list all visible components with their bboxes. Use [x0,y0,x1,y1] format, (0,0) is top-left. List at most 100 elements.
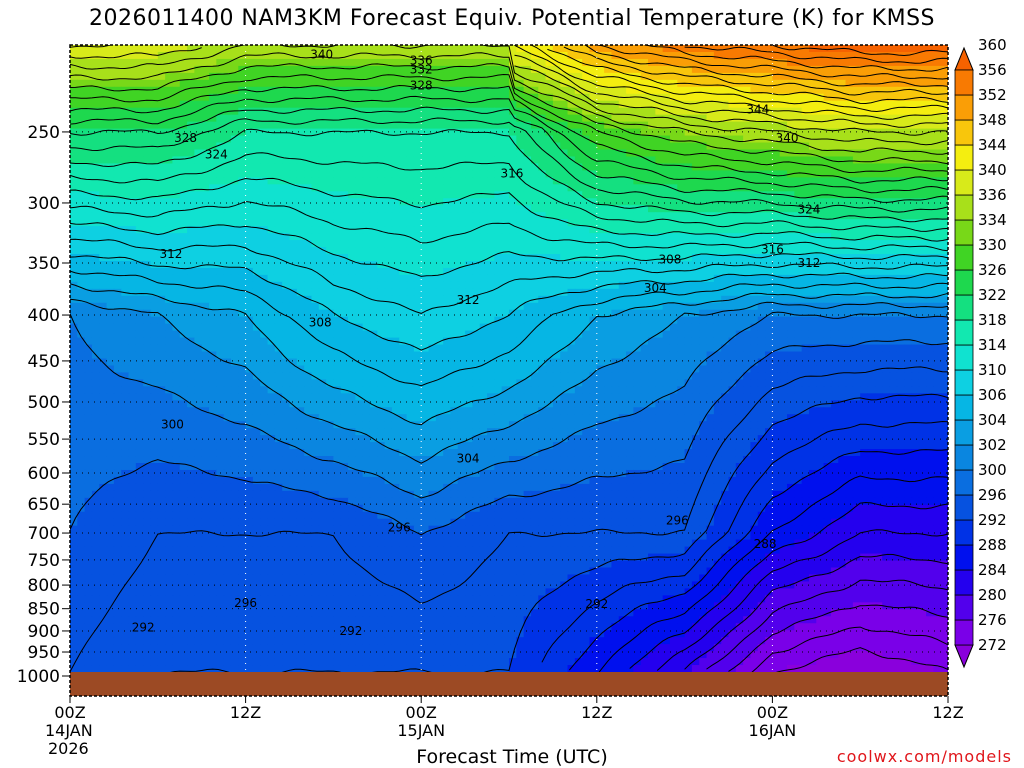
field-cell [889,86,898,95]
field-cell [618,288,627,297]
field-cell [721,79,730,88]
field-cell [399,309,408,318]
field-cell [882,107,891,116]
field-cell [187,295,195,304]
field-cell [896,142,905,151]
field-cell [479,309,488,318]
field-cell [77,72,86,81]
field-cell [779,51,788,60]
field-cell [706,121,715,130]
field-cell [684,100,693,109]
field-cell [450,93,459,102]
field-cell [845,226,854,234]
field-cell [808,288,817,297]
field-cell [399,100,408,109]
field-cell [377,219,386,227]
field-cell [479,107,488,116]
field-cell [435,100,444,109]
field-cell [472,51,481,60]
field-cell [669,128,678,137]
field-cell [669,316,678,325]
field-cell [545,45,554,53]
field-cell [216,323,225,332]
field-cell [604,45,613,53]
field-cell [823,100,832,109]
field-cell [355,198,364,206]
field-cell [765,100,773,109]
field-cell [911,107,920,116]
field-cell [494,212,503,220]
field-cell [362,254,371,262]
field-cell [794,135,803,144]
field-cell [530,226,539,234]
field-cell [179,114,188,123]
field-cell [99,100,108,109]
field-cell [596,114,605,123]
field-cell [267,51,276,60]
field-cell [84,323,93,332]
field-cell [135,281,144,290]
field-cell [472,219,481,227]
field-cell [457,309,466,318]
field-cell [465,142,474,151]
field-cell [362,219,371,227]
field-cell [582,295,591,304]
field-cell [143,100,152,109]
field-cell [443,205,452,213]
field-cell [135,226,144,234]
field-cell [304,191,313,199]
field-cell [808,149,817,158]
field-cell [926,107,934,116]
field-cell [435,205,444,213]
field-cell [787,254,795,262]
field-cell [179,58,188,67]
field-cell [150,260,159,269]
field-cell [304,205,313,213]
field-cell [318,205,327,213]
field-cell [728,149,737,158]
field-cell [150,226,159,234]
field-cell [187,316,195,325]
field-cell [260,309,269,318]
field-cell [245,330,254,339]
field-cell [940,114,948,123]
field-cell [604,142,613,151]
field-cell [245,128,254,137]
field-cell [662,128,671,137]
field-cell [362,114,371,123]
field-cell [70,79,78,88]
field-cell [552,247,561,255]
field-cell [560,205,569,213]
field-cell [201,93,210,102]
field-cell [91,309,100,318]
field-cell [882,149,891,158]
field-cell [274,121,283,130]
field-cell [699,247,708,255]
field-cell [926,93,934,102]
field-cell [128,93,137,102]
field-cell [867,142,876,151]
field-cell [143,93,152,102]
field-cell [743,281,752,290]
field-cell [282,51,291,60]
field-cell [399,65,408,74]
field-cell [611,281,620,290]
field-cell [457,142,466,151]
field-cell [677,93,686,102]
field-cell [604,149,613,158]
field-cell [355,316,364,325]
field-cell [845,240,854,248]
field-cell [443,128,452,137]
field-cell [209,309,217,318]
field-cell [99,142,108,151]
field-cell [765,191,773,199]
field-cell [304,86,313,95]
field-cell [501,288,510,297]
field-cell [904,128,913,137]
field-cell [391,177,400,185]
field-cell [735,65,744,74]
field-cell [860,93,869,102]
field-cell [721,100,730,109]
field-cell [143,65,152,74]
